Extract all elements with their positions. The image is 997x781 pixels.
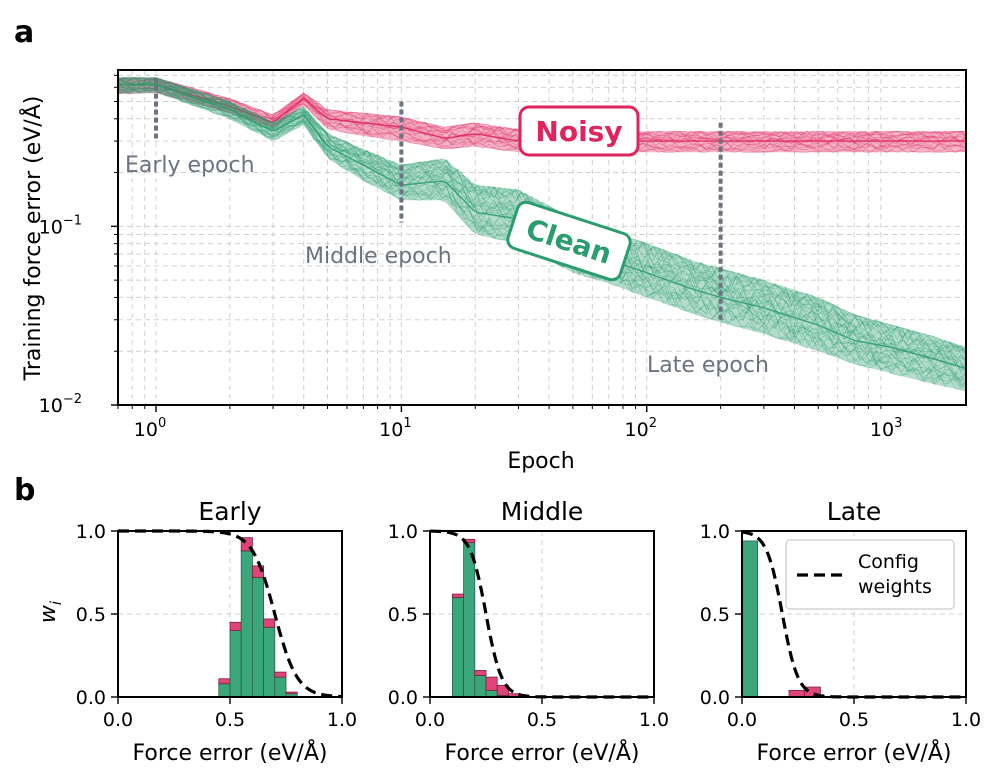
clean-bar	[463, 542, 476, 698]
late-epoch-label: Late epoch	[647, 353, 769, 378]
series-trace-line	[117, 77, 967, 355]
noisy-bar	[218, 678, 231, 685]
subplot-xlabel: Force error (eV/Å)	[133, 739, 328, 766]
noisy-bar	[251, 565, 264, 578]
clean-bar	[274, 676, 287, 698]
y-tick-label: 0.0	[76, 687, 106, 709]
panel-a-letter: a	[14, 15, 34, 50]
y-tick-label: 1.0	[700, 521, 730, 543]
y-tick-label: 0.0	[700, 687, 730, 709]
legend-label-line2: weights	[858, 576, 932, 598]
clean-bar	[474, 675, 487, 698]
subplot-title: Early	[198, 497, 261, 526]
x-tick-label: 0.5	[527, 709, 557, 731]
clean-bar	[251, 577, 264, 698]
x-tick-label: 100	[134, 416, 166, 441]
early-epoch-label: Early epoch	[125, 153, 255, 178]
clean-bar	[218, 683, 231, 698]
series-trace-line	[117, 77, 967, 351]
subplot-xlabel: Force error (eV/Å)	[445, 739, 640, 766]
y-tick-label: 0.5	[76, 604, 106, 626]
noisy-bar	[451, 593, 464, 598]
x-tick-label: 0.5	[839, 709, 869, 731]
y-tick-label: 10−2	[39, 392, 82, 417]
x-tick-label: 103	[870, 416, 902, 441]
clean-bar	[741, 540, 759, 698]
noisy-bar	[263, 618, 276, 628]
noisy-bar	[240, 537, 253, 552]
y-tick-label: 0.0	[388, 687, 418, 709]
panel-b-letter: b	[14, 473, 35, 508]
subplot-xlabel: Force error (eV/Å)	[757, 739, 952, 766]
noisy-bar	[285, 691, 298, 695]
panel-a-xlabel: Epoch	[507, 449, 574, 474]
noisy-badge-text: Noisy	[535, 115, 622, 148]
noisy-bar	[496, 684, 509, 696]
subplot-middle: 0.00.0 0.5 0.5 1.0 1.0 Middle Force error (eV/…	[388, 497, 669, 766]
x-tick-label: 1.0	[327, 709, 357, 731]
noisy-badge: Noisy	[518, 105, 640, 157]
middle-epoch-label: Middle epoch	[305, 244, 452, 269]
clean-bar	[451, 597, 464, 698]
x-tick-label: 1.0	[639, 709, 669, 731]
x-tick-label: 0.0	[415, 709, 445, 731]
subplot-early: 0.00.0 0.5 0.5 1.0 1.0 Early Force error (eV/Å…	[76, 497, 357, 766]
y-tick-label: 1.0	[76, 521, 106, 543]
legend: Config weights	[785, 539, 955, 610]
series-envelope	[118, 77, 966, 153]
y-tick-label: 0.5	[700, 604, 730, 626]
x-tick-label: 0.0	[103, 709, 133, 731]
y-tick-label: 0.5	[388, 604, 418, 626]
panel-a-frame	[117, 69, 967, 406]
series-trace-line	[117, 77, 967, 352]
series-trace-line	[117, 77, 967, 354]
panel-b-ylabel: wi	[36, 600, 65, 623]
subplot-late: 0.00.0 0.5 0.5 1.0 1.0 Late Force error (eV/Å)…	[700, 497, 981, 766]
x-tick-label: 0.5	[215, 709, 245, 731]
x-tick-label: 0.0	[727, 709, 757, 731]
noisy-bar	[274, 671, 287, 678]
subplot-title: Middle	[501, 497, 584, 526]
x-tick-label: 101	[379, 416, 411, 441]
legend-box	[785, 539, 955, 610]
subplot-title: Late	[827, 497, 881, 526]
x-tick-label: 1.0	[951, 709, 981, 731]
x-tick-label: 102	[625, 416, 657, 441]
panel-a-ylabel: Training force error (eV/Å)	[19, 96, 46, 382]
legend-label-line1: Config	[858, 551, 919, 573]
y-tick-label: 1.0	[388, 521, 418, 543]
noisy-bar	[485, 676, 498, 691]
clean-bar	[263, 626, 276, 698]
noisy-bar	[229, 621, 242, 631]
clean-bar	[229, 630, 242, 698]
clean-bar	[240, 550, 253, 698]
noisy-bar	[474, 670, 487, 676]
